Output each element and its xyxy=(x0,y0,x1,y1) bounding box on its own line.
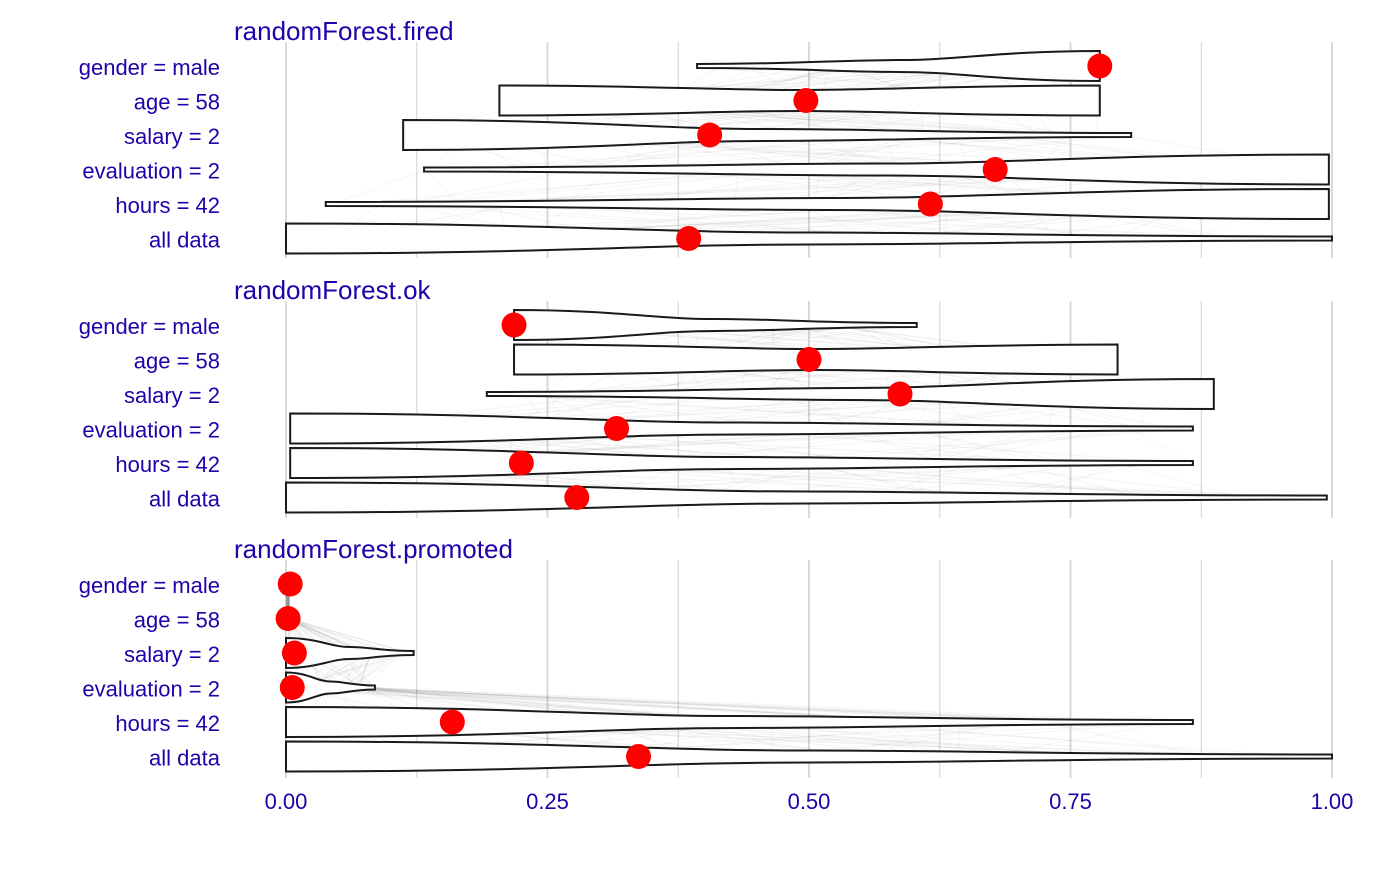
violin-shape xyxy=(514,310,917,340)
row-label: evaluation = 2 xyxy=(82,159,220,184)
mean-point xyxy=(797,347,822,372)
row-label: salary = 2 xyxy=(124,383,220,408)
row-label: evaluation = 2 xyxy=(82,418,220,443)
mean-point xyxy=(888,382,913,407)
row-label: age = 58 xyxy=(134,608,220,633)
x-tick-label: 0.50 xyxy=(788,789,831,814)
mean-point xyxy=(793,88,818,113)
row-label: all data xyxy=(149,746,221,771)
mean-point xyxy=(276,606,301,631)
mean-point xyxy=(509,451,534,476)
row-label: salary = 2 xyxy=(124,642,220,667)
row-label: age = 58 xyxy=(134,90,220,115)
mean-point xyxy=(604,416,629,441)
row-label: hours = 42 xyxy=(115,711,220,736)
x-tick-label: 0.25 xyxy=(526,789,569,814)
mean-point xyxy=(564,485,589,510)
mean-point xyxy=(676,226,701,251)
panel-title: randomForest.fired xyxy=(234,16,454,46)
mean-point xyxy=(282,641,307,666)
row-label: age = 58 xyxy=(134,349,220,374)
row-label: gender = male xyxy=(79,55,220,80)
mean-point xyxy=(1087,54,1112,79)
row-label: all data xyxy=(149,228,221,253)
mean-point xyxy=(983,157,1008,182)
mean-point xyxy=(697,123,722,148)
row-label: hours = 42 xyxy=(115,193,220,218)
x-tick-label: 1.00 xyxy=(1311,789,1354,814)
row-label: evaluation = 2 xyxy=(82,677,220,702)
panel-title: randomForest.promoted xyxy=(234,534,513,564)
mean-point xyxy=(280,675,305,700)
mean-point xyxy=(502,313,527,338)
trace-line xyxy=(1014,463,1140,498)
row-label: gender = male xyxy=(79,314,220,339)
x-tick-label: 0.00 xyxy=(265,789,308,814)
mean-point xyxy=(918,192,943,217)
panel-title: randomForest.ok xyxy=(234,275,432,305)
row-label: all data xyxy=(149,487,221,512)
mean-point xyxy=(278,572,303,597)
mean-point xyxy=(626,744,651,769)
row-label: hours = 42 xyxy=(115,452,220,477)
row-label: gender = male xyxy=(79,573,220,598)
mean-point xyxy=(440,710,465,735)
row-label: salary = 2 xyxy=(124,124,220,149)
x-tick-label: 0.75 xyxy=(1049,789,1092,814)
trace-line xyxy=(1130,429,1191,464)
